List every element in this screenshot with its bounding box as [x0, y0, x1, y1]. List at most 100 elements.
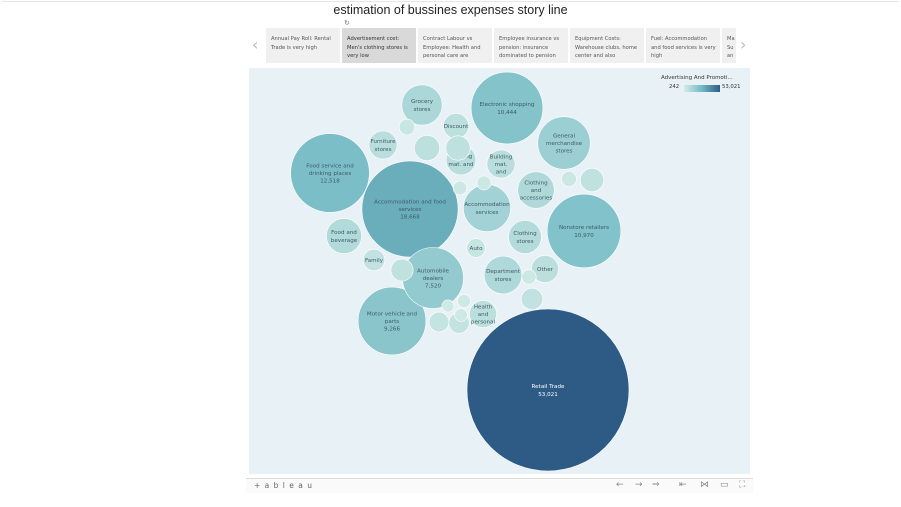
bubble-label: Motor vehicle and	[367, 311, 418, 317]
bubble-food-and-beverage-12[interactable]	[326, 218, 362, 254]
bubble-clothing-and-accessories-11[interactable]	[517, 171, 555, 209]
share-icon[interactable]: ⋈	[700, 480, 709, 490]
story-point-equipment-costs[interactable]: Equipment Costs: Warehouse clubs, home c…	[570, 28, 644, 63]
bubble-nonstore-retailers-3[interactable]	[546, 193, 622, 269]
bubble-accommodation-and-food-services-1[interactable]	[361, 160, 459, 258]
bubble-label: personal	[471, 320, 496, 326]
loading-icon: ↻	[344, 19, 350, 27]
bubble-label: stores	[516, 239, 533, 245]
bubble-value-label: 12,518	[320, 179, 340, 185]
bubble-electronic-shopping-4[interactable]	[470, 71, 544, 145]
tableau-logo[interactable]: + a b l e a u	[254, 481, 313, 490]
story-point-annual-pay-roll[interactable]: Annual Pay Roll: Rental Trade is very hi…	[266, 28, 340, 63]
bubble-chart: Retail Trade 53,021 Accommodation and food…	[290, 71, 630, 472]
story-point-fuel[interactable]: Fuel: Accommodation and food services is…	[646, 28, 720, 63]
bubble-unlabeled-32[interactable]	[476, 175, 492, 191]
bubble-label: stores	[494, 277, 511, 283]
bubble-label: services	[476, 210, 499, 216]
bubble-label: stores	[374, 147, 391, 153]
bubble-building-mat-and-15[interactable]	[486, 149, 516, 179]
bubble-unlabeled-31[interactable]	[521, 269, 537, 285]
bubble-label: Other	[537, 267, 554, 273]
bubble-label: Accommodation and food	[374, 199, 446, 205]
bubble-motor-vehicle-and-parts-5[interactable]	[357, 286, 427, 356]
bubble-label: beverage	[331, 238, 358, 244]
bubble-family-20[interactable]	[362, 248, 386, 272]
bubble-label: Retail Trade	[532, 384, 565, 390]
bubble-unlabeled-25[interactable]	[390, 258, 414, 282]
bubble-label: General	[553, 133, 575, 139]
bubble-unlabeled-35[interactable]	[454, 308, 468, 322]
bubble-unlabeled-36[interactable]	[441, 299, 455, 313]
undo-icon[interactable]: ←	[616, 480, 624, 490]
bubble-health-and-personal-18[interactable]	[469, 300, 497, 328]
bubble-label: stores	[413, 107, 430, 113]
bubble-label: Building	[490, 154, 513, 160]
bubble-label: Auto	[470, 246, 484, 252]
bubble-label: Food service and	[306, 163, 354, 169]
bubble-label: parts	[385, 319, 399, 325]
bubble-label: accessories	[520, 196, 553, 202]
bubble-value-label: 7,520	[425, 284, 441, 290]
bubble-label: and	[478, 312, 489, 318]
bubble-label: Department	[486, 269, 521, 275]
bubble-label: Electronic shopping	[480, 102, 535, 108]
bubble-label: Discount	[444, 124, 469, 130]
legend-title: Advertising And Promoti...	[661, 75, 733, 81]
bubble-label: Automobile	[417, 268, 450, 274]
bubble-label: Family	[365, 258, 384, 264]
story-point-advertisement-cost[interactable]: Advertisement cost: Men's clothing store…	[342, 28, 416, 63]
revert-icon[interactable]: ⇒	[652, 480, 660, 490]
bubble-label: Accommodation	[464, 202, 510, 208]
legend-min-value: 242	[669, 84, 680, 90]
bubble-unlabeled-34[interactable]	[457, 294, 471, 308]
bubble-unlabeled-33[interactable]	[452, 180, 468, 196]
redo-icon[interactable]: →	[635, 480, 643, 490]
bubble-unlabeled-28[interactable]	[428, 311, 450, 333]
reset-icon[interactable]: ⇤	[679, 480, 687, 490]
bubble-food-service-and-drinking-places-2[interactable]	[290, 133, 370, 213]
bubble-label: dealers	[423, 276, 444, 282]
bubble-label: merchandise	[546, 141, 583, 147]
bubble-other-17[interactable]	[531, 255, 559, 283]
story-point-partial[interactable]: Ma Su an	[722, 28, 736, 63]
story-point-employee-insurance[interactable]: Employee insurance vs pension: insurance…	[494, 28, 568, 63]
bubble-grocery-stores-9[interactable]	[401, 84, 443, 126]
bubble-value-label: 18,668	[400, 215, 420, 221]
bubble-unlabeled-23[interactable]	[445, 135, 471, 161]
color-legend: Advertising And Promoti... 242 53,021	[661, 75, 745, 92]
bubble-label: drinking places	[309, 171, 352, 177]
bubble-value-label: 9,266	[384, 327, 400, 333]
bubble-general-merchandise-stores-7[interactable]	[537, 116, 591, 170]
bubble-label: Clothing	[524, 180, 548, 186]
bubble-unlabeled-26[interactable]	[520, 287, 544, 311]
bubble-auto-21[interactable]	[466, 238, 486, 258]
bubble-retail-trade-0[interactable]	[466, 308, 630, 472]
bubble-label: Nonstore retailers	[559, 225, 609, 231]
bubble-label: services	[399, 207, 422, 213]
bubble-label: and	[531, 188, 542, 194]
top-border	[2, 1, 899, 2]
bubble-label: Health	[474, 304, 493, 310]
bubble-label: stores	[555, 149, 572, 155]
bubble-label: mat.	[495, 162, 508, 168]
bubble-unlabeled-24[interactable]	[579, 168, 604, 193]
bubble-furniture-stores-16[interactable]	[368, 130, 398, 160]
comment-icon[interactable]: ▭	[720, 480, 729, 490]
story-prev-arrow-icon[interactable]: ‹	[252, 35, 259, 54]
story-point-contract-labour[interactable]: Contract Labour vs Employee: Health and …	[418, 28, 492, 63]
bubble-unlabeled-30[interactable]	[561, 171, 577, 187]
fullscreen-icon[interactable]: ⛶	[739, 480, 746, 490]
story-next-arrow-icon[interactable]: ›	[740, 35, 747, 54]
bubble-label: Clothing	[513, 231, 537, 237]
bubble-unlabeled-29[interactable]	[398, 118, 416, 136]
tableau-toolbar: + a b l e a u ← → ⇒ ⇤ ⋈ ▭ ⛶	[246, 478, 753, 493]
bubble-label: and	[496, 170, 507, 176]
bubble-label: Food and	[331, 230, 357, 236]
bubble-clothing-stores-13[interactable]	[508, 220, 542, 254]
bubble-value-label: 10,970	[574, 233, 594, 239]
legend-gradient	[684, 85, 720, 92]
bubble-unlabeled-22[interactable]	[414, 135, 441, 162]
bubble-label: Grocery	[411, 99, 434, 105]
bubble-value-label: 10,444	[497, 110, 517, 116]
